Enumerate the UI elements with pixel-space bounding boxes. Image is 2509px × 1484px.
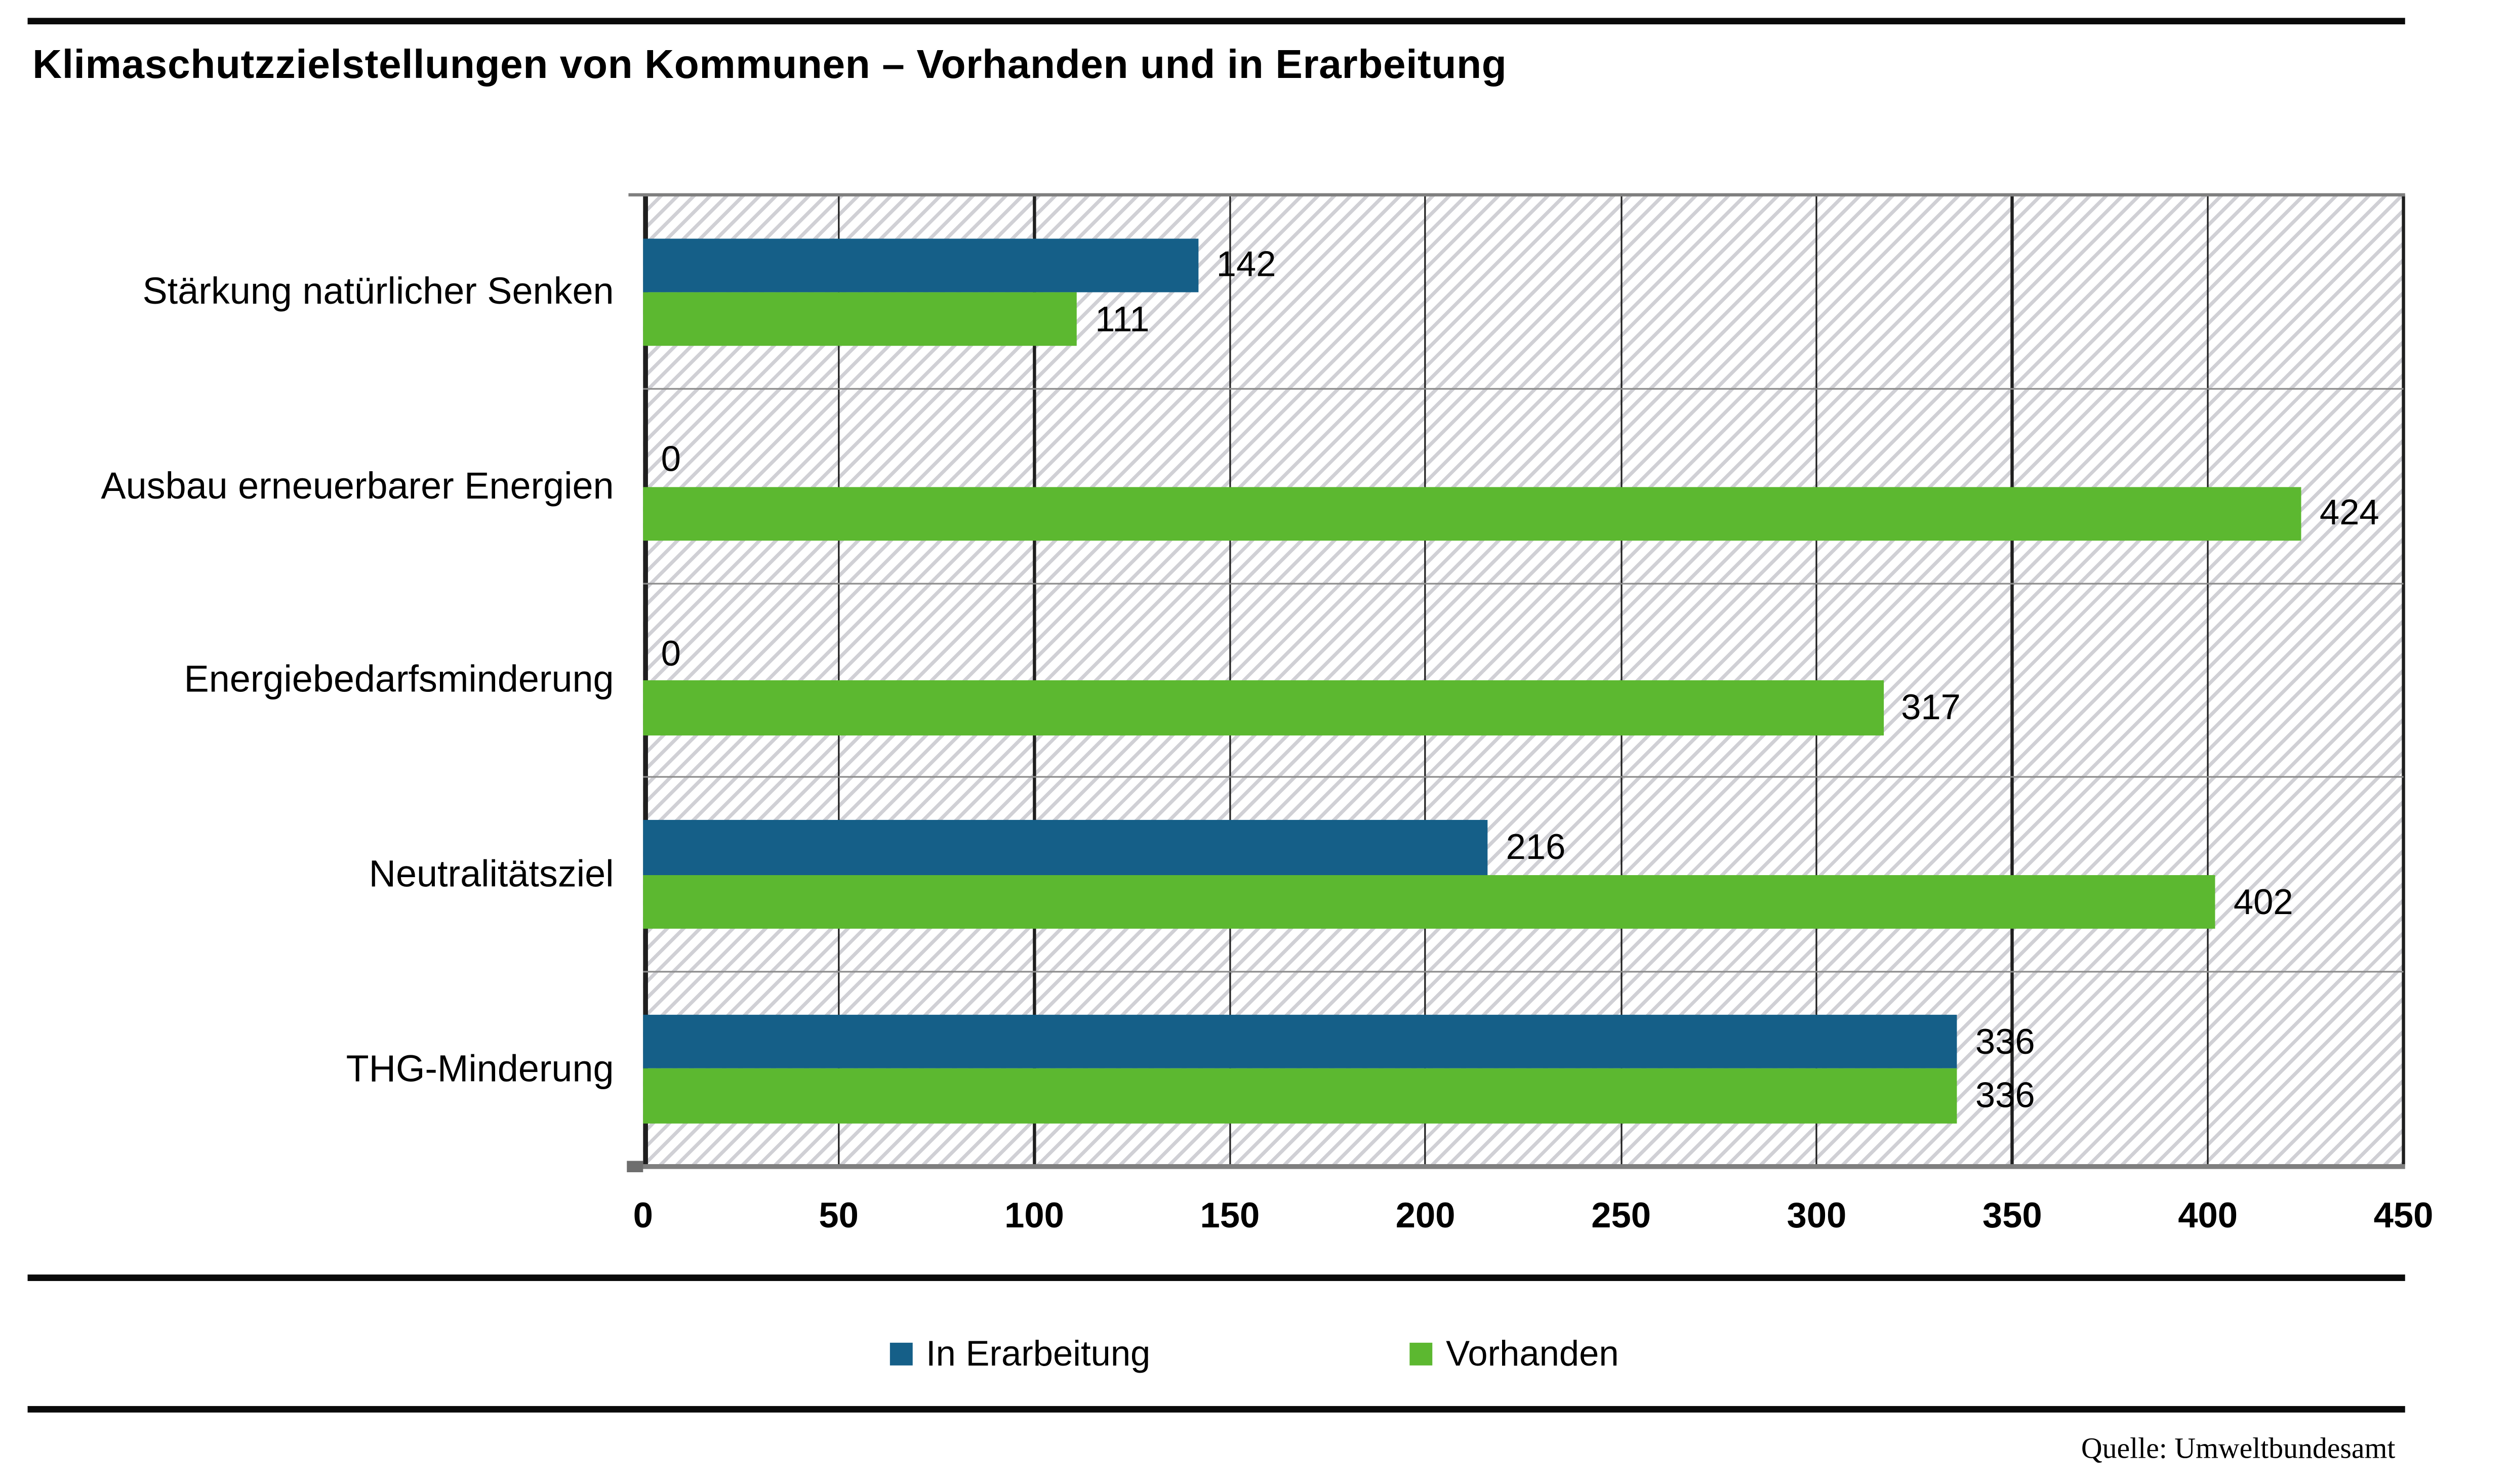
bar-value-label: 317	[1901, 686, 1961, 727]
bar-value-label: 142	[1216, 244, 1276, 285]
gridline-400	[2206, 194, 2209, 1166]
category-label: Energiebedarfsminderung	[184, 658, 614, 701]
gridline-150	[1229, 194, 1231, 1166]
gridline-100	[1033, 194, 1036, 1166]
bar-value-label: 216	[1506, 827, 1566, 868]
bar-value-label: 336	[1975, 1075, 2035, 1116]
x-axis-origin-cap	[627, 1161, 643, 1173]
x-tick-250: 250	[1591, 1194, 1651, 1236]
x-tick-150: 150	[1200, 1194, 1260, 1236]
category-label: Stärkung natürlicher Senken	[142, 270, 614, 312]
source-note: Quelle: Umweltbundesamt	[2081, 1432, 2396, 1465]
plot-top-border	[628, 193, 2405, 197]
x-axis-line	[628, 1163, 2405, 1169]
x-tick-200: 200	[1395, 1194, 1455, 1236]
gridline-450	[2402, 194, 2405, 1166]
category-separator	[643, 776, 2404, 779]
gridline-0	[643, 194, 648, 1166]
category-separator	[643, 388, 2404, 390]
legend-item-in-erarbeitung: In Erarbeitung	[890, 1333, 1150, 1375]
legend-label: Vorhanden	[1446, 1333, 1619, 1374]
bar-value-label: 111	[1095, 298, 1150, 339]
top-rule	[27, 18, 2405, 25]
bar-value-label: 336	[1975, 1020, 2035, 1061]
value-axis: 0 50 100 150 200 250 300 350 400 450	[0, 1194, 2509, 1239]
gridline-250	[1620, 194, 1623, 1166]
category-separator	[643, 582, 2404, 585]
bar-vorhanden	[643, 292, 1077, 347]
bar-in-erarbeitung	[643, 820, 1488, 875]
bar-vorhanden	[643, 1069, 1958, 1124]
plot-area: 142 111 0 424 0 317 216 402 336 336	[627, 193, 2405, 1173]
gridline-200	[1424, 194, 1427, 1166]
bar-vorhanden	[643, 680, 1883, 735]
x-tick-350: 350	[1982, 1194, 2042, 1236]
gridline-300	[1815, 194, 1818, 1166]
x-tick-300: 300	[1787, 1194, 1847, 1236]
category-separator	[643, 970, 2404, 973]
bar-in-erarbeitung	[643, 238, 1199, 293]
x-tick-50: 50	[819, 1194, 859, 1236]
category-label: Ausbau erneuerbarer Energien	[101, 464, 614, 507]
x-tick-450: 450	[2373, 1194, 2434, 1236]
bar-vorhanden	[643, 875, 2216, 929]
bar-value-label: 0	[661, 438, 681, 479]
category-axis: Stärkung natürlicher Senken Ausbau erneue…	[0, 195, 614, 1166]
x-tick-0: 0	[633, 1194, 653, 1236]
bar-vorhanden	[643, 486, 2302, 541]
chart-title: Klimaschutzzielstellungen von Kommunen –…	[32, 42, 1507, 88]
category-label: Neutralitätsziel	[369, 852, 614, 895]
bar-in-erarbeitung	[643, 1014, 1958, 1069]
bar-value-label: 0	[661, 632, 681, 673]
bar-value-label: 402	[2233, 881, 2293, 922]
x-tick-400: 400	[2178, 1194, 2238, 1236]
gridline-350	[2011, 194, 2014, 1166]
legend-swatch-vorhanden-icon	[1410, 1342, 1433, 1366]
legend-item-vorhanden: Vorhanden	[1410, 1333, 1619, 1375]
separator-line-lower	[27, 1406, 2405, 1413]
bar-value-label: 424	[2319, 492, 2379, 533]
separator-line-upper	[27, 1274, 2405, 1281]
legend-label: In Erarbeitung	[925, 1333, 1151, 1374]
legend-swatch-in-erarbeitung-icon	[890, 1342, 913, 1366]
legend: In Erarbeitung Vorhanden	[0, 1333, 2509, 1375]
category-label: THG-Minderung	[346, 1047, 614, 1089]
gridline-50	[837, 194, 840, 1166]
x-tick-100: 100	[1004, 1194, 1064, 1236]
